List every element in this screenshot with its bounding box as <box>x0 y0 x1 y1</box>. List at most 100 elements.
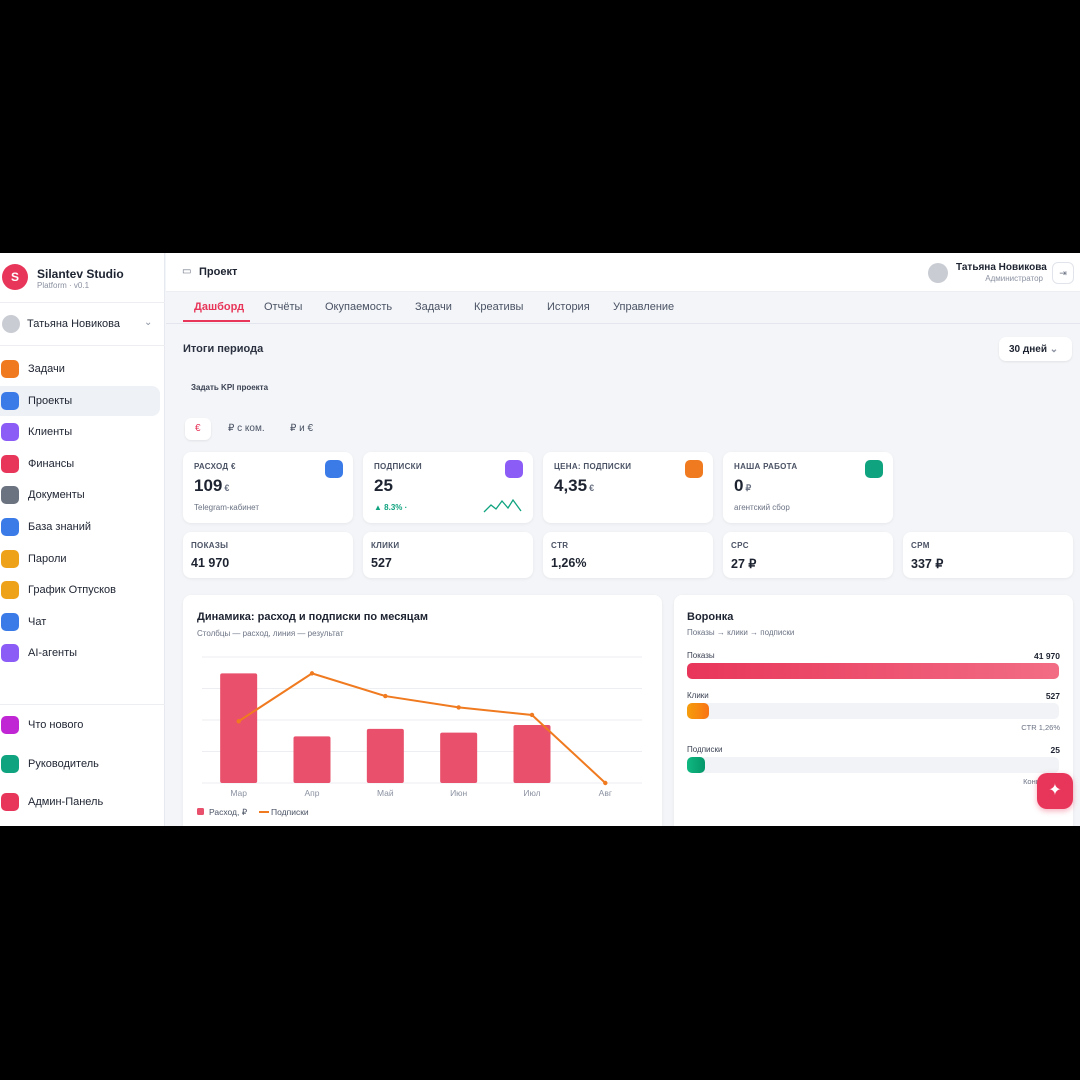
menu-item[interactable]: Админ-Панель <box>28 796 104 808</box>
x-tick-label: Июл <box>523 788 540 798</box>
line <box>238 672 607 784</box>
unit: € <box>589 483 595 493</box>
tab[interactable]: Задачи <box>415 301 452 313</box>
kpi-card: РАСХОД € 109 € Telegram-кабинет <box>183 452 353 523</box>
brand: Silantev Studio <box>37 267 124 281</box>
value: 4,35 <box>554 476 588 495</box>
kpi-card: ПОДПИСКИ 25 ▲ 8.3% · <box>363 452 533 523</box>
metric-value: 1,26% <box>551 556 587 570</box>
funnel-bar <box>687 757 705 773</box>
kpi-icon <box>505 460 523 478</box>
menu-icon <box>1 360 19 378</box>
kpi-label: ПОДПИСКИ <box>374 462 422 471</box>
chevron[interactable]: ⌄ <box>144 317 153 328</box>
user-name[interactable]: Татьяна Новикова <box>27 318 121 330</box>
bar <box>293 736 331 783</box>
kpi-card: НАША РАБОТА 0 ₽ агентский сбор <box>723 452 893 523</box>
logout[interactable]: ⇥ <box>1052 262 1074 284</box>
metric-value: 527 <box>371 556 392 570</box>
kpi-icon <box>865 460 883 478</box>
funnel-note: CTR 1,26% <box>1021 723 1060 732</box>
menu-item[interactable]: Чат <box>28 615 47 628</box>
kpi-value: 109 € <box>194 476 229 496</box>
kpi-value: 25 <box>374 476 393 496</box>
kpi-note: агентский сбор <box>734 503 790 512</box>
tab[interactable]: История <box>547 301 590 313</box>
menu-item[interactable]: Клиенты <box>28 426 73 439</box>
funnel-track <box>687 703 1059 719</box>
section: Проект <box>199 266 238 278</box>
funnel-value: 41 970 <box>1034 651 1060 661</box>
menu-item[interactable]: График Отпусков <box>28 584 116 597</box>
funnel-bar <box>687 663 1059 679</box>
tab[interactable]: Отчёты <box>264 301 303 313</box>
tab[interactable]: Креативы <box>474 301 524 313</box>
metric-card: ПОКАЗЫ 41 970 <box>183 532 353 578</box>
unit: € <box>224 483 230 493</box>
x-tick-label: Мар <box>230 788 247 798</box>
avatar <box>2 315 20 333</box>
point <box>236 719 241 724</box>
metric-card: CTR 1,26% <box>543 532 713 578</box>
legend-label: Подписки <box>271 807 309 817</box>
bar <box>440 732 478 783</box>
menu-icon <box>1 486 19 505</box>
kpi-label: РАСХОД € <box>194 462 236 471</box>
value: 25 <box>374 476 393 495</box>
ai-button[interactable]: ✦ <box>1037 773 1073 809</box>
range-select[interactable]: 30 дней ⌄ <box>999 337 1072 361</box>
menu-item[interactable]: Документы <box>28 489 85 502</box>
header: ▭ Проект Татьяна Новикова Администратор … <box>166 253 1080 292</box>
role: Администратор <box>985 274 1043 283</box>
currency[interactable]: € <box>185 418 211 440</box>
legend-swatch <box>197 808 204 815</box>
x-tick-label: Май <box>377 788 394 798</box>
chart-panel: Динамика: расход и подписки по месяцам Ст… <box>183 595 662 826</box>
tab[interactable]: Управление <box>613 301 675 313</box>
menu-icon <box>1 793 19 811</box>
kpi-button[interactable]: Задать KPI проекта <box>191 383 269 392</box>
menu-item[interactable]: Руководитель <box>28 757 99 770</box>
metric-card: CPC 27 ₽ <box>723 532 893 578</box>
menu-item[interactable]: Задачи <box>28 363 65 375</box>
chart: Динамика: расход и подписки по месяцам Ст… <box>197 611 642 817</box>
divider <box>0 345 165 346</box>
kpi-card: ЦЕНА: ПОДПИСКИ 4,35 € <box>543 452 713 523</box>
divider <box>0 704 165 705</box>
currency[interactable]: ₽ с ком. <box>228 423 265 434</box>
sparkline <box>483 498 522 513</box>
funnel-label: Показы <box>687 651 715 660</box>
menu-item[interactable]: AI-агенты <box>28 647 78 660</box>
metric-value: 41 970 <box>191 556 230 570</box>
kpi-note: Telegram-кабинет <box>194 503 260 512</box>
menu-item[interactable]: Что нового <box>28 719 84 731</box>
funnel-label: Клики <box>687 691 709 700</box>
bar <box>220 673 258 783</box>
menu-item[interactable]: Финансы <box>28 457 75 470</box>
metric-value: 27 ₽ <box>731 557 757 571</box>
metric-label: CPM <box>911 541 930 550</box>
menu-icon <box>1 716 19 734</box>
kpi-note: ▲ 8.3% · <box>374 503 408 512</box>
folder-icon: ▭ <box>182 266 192 277</box>
point <box>529 712 535 718</box>
funnel-bar <box>687 703 709 719</box>
kpi-value: 0 ₽ <box>734 476 751 496</box>
tab[interactable]: Окупаемость <box>325 301 393 313</box>
currency[interactable]: ₽ и € <box>290 423 314 434</box>
funnel-subtitle: Показы → клики → подписки <box>687 628 795 637</box>
funnel-panel: Воронка Показы → клики → подписки Показы… <box>674 595 1073 826</box>
menu-icon <box>1 612 19 631</box>
legend-label: Расход, ₽ <box>209 807 248 817</box>
point <box>383 693 388 699</box>
point <box>456 705 461 710</box>
tab[interactable]: Дашборд <box>194 301 245 313</box>
menu-icon <box>1 549 19 568</box>
menu-item[interactable]: Проекты <box>0 385 160 416</box>
menu-item[interactable]: База знаний <box>28 521 92 533</box>
user-name: Татьяна Новикова <box>956 262 1047 273</box>
chart-subtitle: Столбцы — расход, линия — результат <box>197 629 344 638</box>
menu-item[interactable]: Пароли <box>28 552 67 565</box>
